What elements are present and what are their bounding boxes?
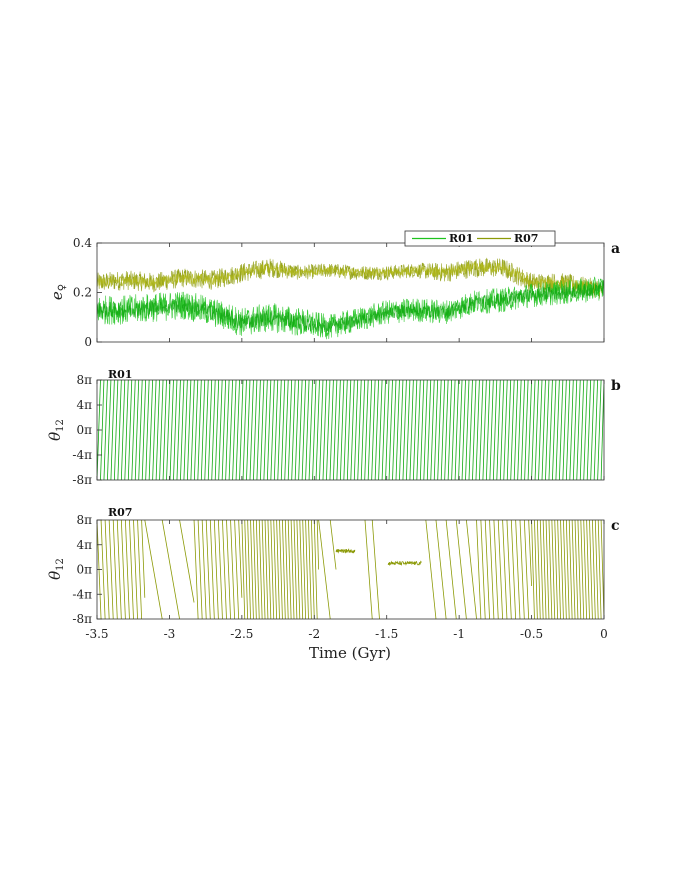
y-tick-label: 0π: [76, 423, 92, 437]
x-axis-label: Time (Gyr): [309, 644, 391, 662]
panel-a-x-ticks: [96, 243, 605, 342]
y-tick-label: -4π: [72, 587, 92, 601]
panel-a-letter: a: [611, 241, 620, 257]
y-tick-label: -4π: [72, 448, 92, 462]
panel-b-x-ticks: [96, 380, 605, 480]
panel-b-series: [97, 380, 604, 480]
panel-c-letter: c: [611, 518, 620, 534]
y-tick-label: 0: [84, 335, 92, 349]
x-tick-label: -2: [308, 627, 320, 641]
series-r01-line: [97, 281, 604, 334]
legend-label-r07: R07: [514, 232, 538, 245]
x-tick-label: -2.5: [230, 627, 253, 641]
legend: R01 R07: [404, 230, 556, 247]
panel-a: 0 0.2 0.4 e♀ a R01 R07: [48, 230, 620, 349]
y-tick-label: 0.4: [73, 236, 92, 250]
panel-c-run-label: R07: [108, 506, 132, 519]
y-tick-label: -8π: [72, 612, 92, 626]
y-tick-label: -8π: [72, 473, 92, 487]
y-tick-label: 8π: [76, 373, 92, 387]
x-tick-label: -1.5: [375, 627, 398, 641]
y-tick-label: 8π: [76, 513, 92, 527]
panel-c: -8π -4π 0π 4π 8π -3.5 -3 -2.5 -2 -1.5 -1 -0.5 0 θ12…: [46, 506, 620, 662]
y-tick-label: 0.2: [73, 286, 92, 300]
panel-b-ylabel: θ12: [46, 419, 66, 441]
legend-label-r01: R01: [449, 232, 473, 245]
panel-a-series: [97, 257, 604, 340]
panel-a-y-ticks: 0 0.2 0.4: [73, 236, 102, 349]
panel-c-y-ticks: -8π -4π 0π 4π 8π: [72, 513, 102, 626]
series-r07-line: [97, 261, 604, 294]
x-tick-label: -3.5: [85, 627, 108, 641]
y-tick-label: 4π: [76, 538, 92, 552]
series-r01-theta-line: [97, 380, 604, 480]
panel-b: -8π -4π 0π 4π 8π θ12 R01 b: [46, 368, 621, 487]
x-tick-label: -3: [164, 627, 176, 641]
panel-c-series: [97, 520, 604, 619]
x-tick-labels: -3.5 -3 -2.5 -2 -1.5 -1 -0.5 0: [85, 627, 607, 641]
panel-a-ylabel: e♀: [48, 284, 68, 300]
panel-c-x-ticks: [96, 520, 605, 619]
panel-c-ylabel: θ12: [46, 558, 66, 580]
x-tick-label: 0: [600, 627, 608, 641]
panel-b-y-ticks: -8π -4π 0π 4π 8π: [72, 373, 102, 487]
y-tick-label: 0π: [76, 563, 92, 577]
series-r07-theta-line: [97, 520, 604, 619]
y-tick-label: 4π: [76, 398, 92, 412]
series-r07-line: [97, 257, 604, 299]
panel-b-letter: b: [611, 378, 621, 394]
x-tick-label: -0.5: [520, 627, 543, 641]
x-tick-label: -1: [453, 627, 465, 641]
panel-b-run-label: R01: [108, 368, 132, 381]
